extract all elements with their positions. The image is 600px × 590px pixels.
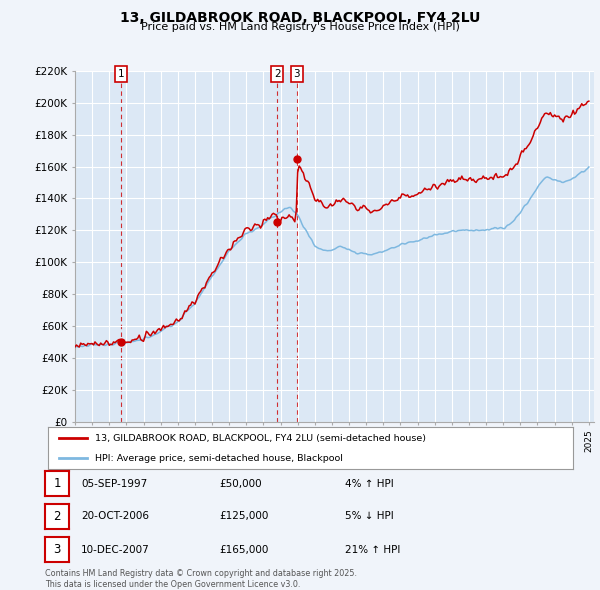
Text: 5% ↓ HPI: 5% ↓ HPI [345, 512, 394, 521]
Text: £125,000: £125,000 [219, 512, 268, 521]
Text: 3: 3 [293, 69, 300, 79]
Text: 13, GILDABROOK ROAD, BLACKPOOL, FY4 2LU (semi-detached house): 13, GILDABROOK ROAD, BLACKPOOL, FY4 2LU … [95, 434, 426, 443]
Text: 1: 1 [53, 477, 61, 490]
Text: £50,000: £50,000 [219, 479, 262, 489]
Text: Price paid vs. HM Land Registry's House Price Index (HPI): Price paid vs. HM Land Registry's House … [140, 22, 460, 32]
Text: 05-SEP-1997: 05-SEP-1997 [81, 479, 147, 489]
Text: 21% ↑ HPI: 21% ↑ HPI [345, 545, 400, 555]
Text: £165,000: £165,000 [219, 545, 268, 555]
Text: 2: 2 [53, 510, 61, 523]
Text: HPI: Average price, semi-detached house, Blackpool: HPI: Average price, semi-detached house,… [95, 454, 343, 463]
Text: 2: 2 [274, 69, 280, 79]
Text: 13, GILDABROOK ROAD, BLACKPOOL, FY4 2LU: 13, GILDABROOK ROAD, BLACKPOOL, FY4 2LU [120, 11, 480, 25]
Text: 4% ↑ HPI: 4% ↑ HPI [345, 479, 394, 489]
Text: Contains HM Land Registry data © Crown copyright and database right 2025.
This d: Contains HM Land Registry data © Crown c… [45, 569, 357, 589]
Text: 1: 1 [118, 69, 124, 79]
Text: 10-DEC-2007: 10-DEC-2007 [81, 545, 150, 555]
Text: 20-OCT-2006: 20-OCT-2006 [81, 512, 149, 521]
Text: 3: 3 [53, 543, 61, 556]
